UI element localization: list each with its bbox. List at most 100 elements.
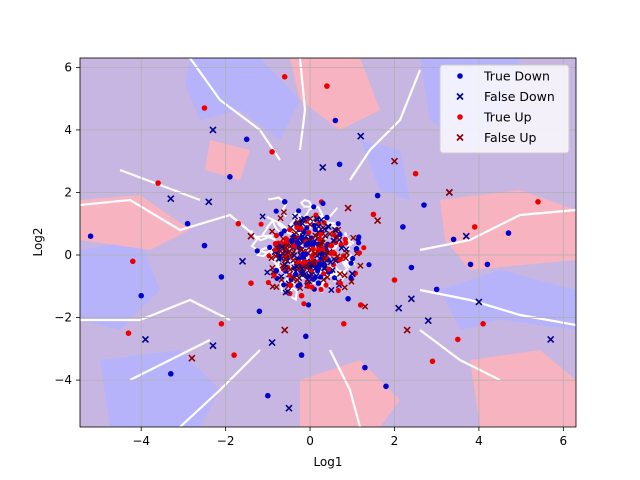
decision-regions	[80, 58, 576, 427]
core-point	[284, 288, 291, 295]
scatter-point	[424, 317, 432, 325]
core-point	[287, 266, 294, 273]
core-point	[348, 260, 354, 266]
core-point	[337, 280, 343, 286]
core-point	[320, 200, 326, 206]
scatter-point	[218, 321, 225, 327]
scatter-point	[238, 257, 247, 265]
blue-region	[100, 350, 220, 427]
scatter-point	[188, 354, 196, 362]
scatter-point	[315, 280, 322, 287]
scatter-point	[130, 258, 136, 265]
core-point	[342, 255, 349, 262]
core-point	[350, 234, 357, 241]
scatter-point	[484, 261, 491, 268]
core-point	[305, 302, 312, 308]
y-tick-label: −4	[54, 373, 72, 387]
y-axis-label: Log2	[31, 227, 45, 256]
core-point	[320, 255, 327, 262]
y-tick-label: 6	[64, 60, 72, 74]
scatter-point	[450, 236, 457, 243]
core-point	[300, 215, 308, 223]
core-point	[298, 225, 304, 231]
core-point	[356, 240, 362, 246]
core-point	[317, 231, 324, 237]
plot-frame	[79, 57, 577, 428]
core-point	[348, 278, 355, 285]
core-point	[330, 249, 336, 255]
core-point	[336, 270, 344, 277]
core-point	[311, 204, 317, 210]
core-point	[305, 283, 311, 289]
scatter-point	[328, 242, 335, 249]
scatter-point	[462, 232, 470, 240]
scatter-point	[344, 204, 352, 212]
core-point	[254, 248, 260, 254]
scatter-point	[268, 339, 276, 347]
core-point	[290, 257, 297, 264]
scatter-point	[235, 220, 242, 227]
legend-label: False Up	[484, 130, 537, 145]
core-point	[259, 213, 266, 220]
scatter-point	[383, 383, 389, 390]
core-point	[291, 243, 297, 249]
scatter-point	[303, 333, 309, 340]
core-point	[315, 223, 322, 230]
y-tick-label: 0	[64, 248, 72, 262]
core-point	[272, 241, 278, 247]
core-point	[318, 216, 325, 224]
core-point	[282, 255, 289, 263]
core-point	[335, 287, 341, 294]
scatter-point	[445, 188, 453, 197]
scatter-point	[256, 308, 263, 315]
scatter-point	[281, 74, 288, 80]
core-point	[338, 256, 344, 262]
core-point	[281, 228, 287, 234]
blue-region	[360, 140, 410, 200]
core-point	[297, 246, 305, 253]
scatter-point	[407, 295, 415, 303]
scatter-point	[167, 195, 175, 203]
legend-item: False Up	[456, 130, 537, 145]
legend-marker	[457, 114, 463, 120]
core-boundary	[250, 229, 269, 254]
scatter-point	[138, 292, 144, 299]
core-point	[343, 249, 350, 257]
core-point	[292, 271, 298, 278]
legend-label: True Down	[483, 69, 550, 84]
core-point	[318, 274, 324, 280]
scatter-point	[324, 83, 330, 89]
core-point	[265, 279, 271, 286]
core-point	[300, 254, 306, 260]
scatter-point	[332, 117, 339, 124]
core-point	[272, 253, 280, 260]
core-point	[273, 208, 279, 214]
core-point	[277, 248, 284, 255]
legend-item: True Up	[457, 110, 532, 125]
core-point	[304, 240, 310, 246]
core-point	[320, 264, 328, 272]
legend-marker	[456, 92, 464, 101]
core-point	[281, 282, 287, 288]
scatter-point	[403, 326, 411, 334]
scatter-point	[348, 270, 356, 278]
core-point	[309, 284, 315, 290]
x-tick-label: −2	[217, 434, 235, 448]
core-point	[273, 232, 280, 239]
scatter-point	[357, 302, 364, 308]
core-point	[331, 275, 338, 281]
scatter-point	[374, 217, 382, 225]
scatter-point	[273, 267, 280, 274]
core-point	[316, 242, 323, 249]
scatter-point	[231, 352, 237, 358]
red-region	[205, 140, 250, 180]
core-boundary	[254, 234, 276, 242]
scatter-point	[480, 321, 486, 327]
core-boundary	[261, 219, 284, 237]
x-tick-label: 4	[475, 434, 483, 448]
core-point	[338, 244, 345, 252]
core-point	[326, 266, 332, 272]
core-point	[361, 245, 367, 251]
core-point	[308, 259, 315, 266]
